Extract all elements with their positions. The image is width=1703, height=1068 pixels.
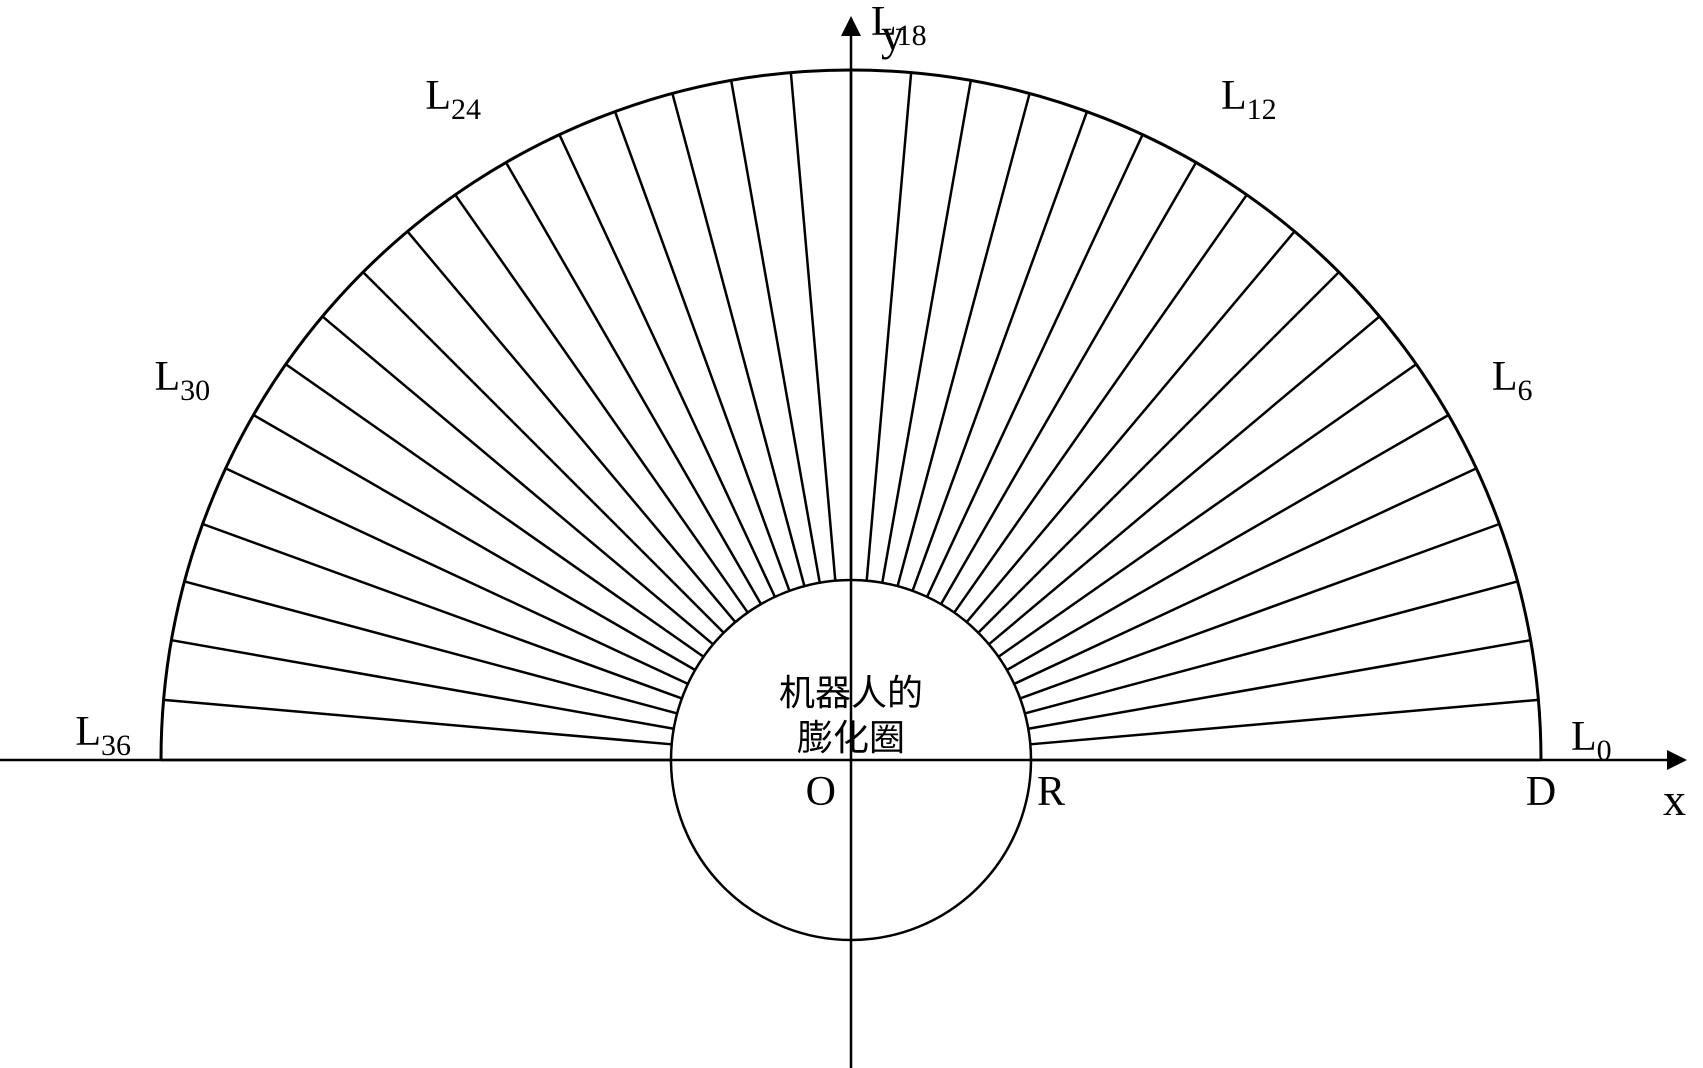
- ray-3: [1025, 581, 1518, 713]
- ray-label-0: L0: [1571, 714, 1612, 767]
- ray-24: [506, 162, 761, 604]
- origin-label: O: [806, 769, 836, 815]
- ray-21: [672, 94, 804, 587]
- point-d-label: D: [1526, 769, 1556, 815]
- inner-circle-text-1: 机器人的: [779, 673, 923, 713]
- ray-19: [791, 73, 835, 581]
- x-axis-label: x: [1663, 774, 1686, 825]
- ray-33: [185, 581, 678, 713]
- ray-6: [1007, 415, 1449, 670]
- ray-4: [1020, 524, 1499, 698]
- ray-label-24: L24: [425, 73, 481, 126]
- ray-label-18: L18: [871, 0, 927, 52]
- ray-14: [913, 112, 1087, 591]
- ray-12: [941, 162, 1196, 604]
- ray-31: [226, 468, 688, 684]
- ray-30: [253, 415, 695, 670]
- ray-23: [559, 135, 775, 597]
- point-r-label: R: [1037, 769, 1065, 815]
- ray-35: [164, 700, 672, 744]
- ray-22: [615, 112, 789, 591]
- ray-20: [731, 80, 820, 582]
- ray-label-36: L36: [75, 709, 131, 762]
- ray-label-12: L12: [1221, 73, 1277, 126]
- ray-34: [171, 640, 673, 729]
- ray-1: [1030, 700, 1538, 744]
- diagram-container: xyORD机器人的膨化圈L0L6L12L18L24L30L36: [0, 0, 1703, 1068]
- diagram-svg: xyORD机器人的膨化圈L0L6L12L18L24L30L36: [0, 0, 1703, 1068]
- ray-16: [882, 80, 971, 582]
- ray-9: [978, 272, 1339, 633]
- ray-2: [1028, 640, 1530, 729]
- ray-27: [363, 272, 724, 633]
- ray-label-6: L6: [1492, 354, 1533, 407]
- ray-label-30: L30: [154, 354, 210, 407]
- inner-circle-text-2: 膨化圈: [797, 718, 905, 758]
- ray-32: [203, 524, 682, 698]
- ray-15: [898, 94, 1030, 587]
- ray-17: [867, 73, 911, 581]
- ray-13: [927, 135, 1143, 597]
- ray-5: [1014, 468, 1476, 684]
